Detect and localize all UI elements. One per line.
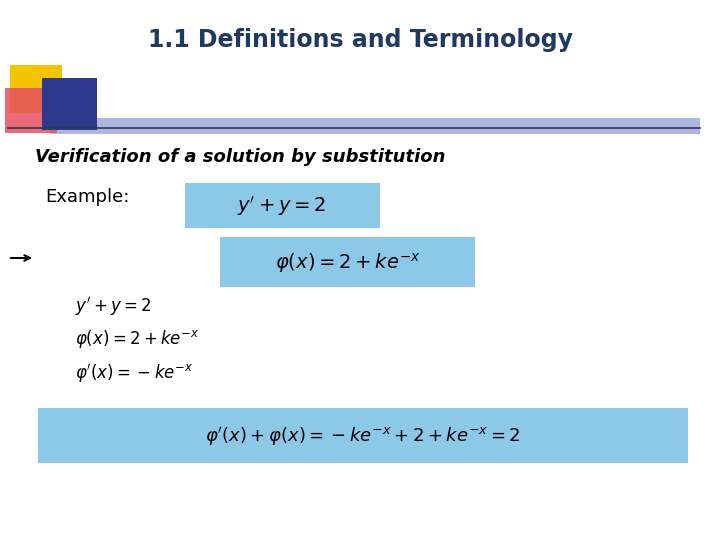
Text: Example:: Example: <box>45 188 130 206</box>
Text: $y' + y = 2$: $y' + y = 2$ <box>238 194 326 218</box>
Text: $y' + y = 2$: $y' + y = 2$ <box>75 295 151 318</box>
Bar <box>50 118 700 134</box>
Bar <box>220 237 475 287</box>
Bar <box>42 78 97 130</box>
Text: $\varphi(x) = 2 + ke^{-x}$: $\varphi(x) = 2 + ke^{-x}$ <box>75 328 199 350</box>
Text: Verification of a solution by substitution: Verification of a solution by substituti… <box>35 148 446 166</box>
Text: $\varphi(x) = 2 + ke^{-x}$: $\varphi(x) = 2 + ke^{-x}$ <box>275 251 421 275</box>
Bar <box>185 183 380 228</box>
Text: 1.1 Definitions and Terminology: 1.1 Definitions and Terminology <box>148 28 572 52</box>
Bar <box>10 65 62 113</box>
Bar <box>5 88 57 133</box>
Text: $\varphi'(x) + \varphi(x) = -ke^{-x} + 2 + ke^{-x} = 2$: $\varphi'(x) + \varphi(x) = -ke^{-x} + 2… <box>205 424 521 448</box>
Text: $\varphi'(x) = -ke^{-x}$: $\varphi'(x) = -ke^{-x}$ <box>75 362 194 385</box>
Bar <box>38 408 688 463</box>
